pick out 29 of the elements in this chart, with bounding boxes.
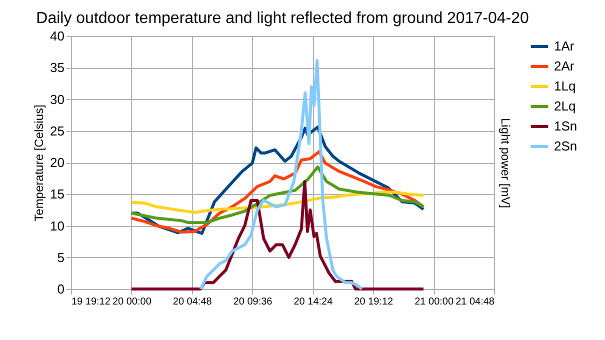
x-tick-label: 20 14:24: [294, 296, 334, 308]
y-tick-label: 10: [50, 218, 64, 234]
line-series: [130, 165, 425, 224]
line-series: [130, 180, 425, 290]
x-tick-label: 20 00:00: [112, 296, 152, 308]
x-tick-label: 21 04:48: [456, 296, 495, 308]
y-tick-label: 20: [50, 155, 64, 170]
x-tick-label: 21 00:00: [414, 296, 454, 308]
legend-label: 2Sn: [554, 138, 578, 154]
y-tick-label: 30: [50, 92, 64, 107]
y-tick-label: 40: [50, 28, 64, 44]
chart-title: Daily outdoor temperature and light reflected from ground 2017-04-20: [36, 10, 529, 27]
x-tick-label: 19 19:12: [72, 296, 111, 308]
y-tick-label: 0: [57, 282, 64, 296]
x-tick-label: 20 19:12: [354, 296, 394, 308]
legend-label: 1Ar: [554, 38, 575, 54]
y-tick-label: 35: [50, 60, 64, 76]
y-tick-label: 15: [50, 186, 64, 202]
legend-label: 1Sn: [554, 118, 578, 134]
legend-label: 1Lq: [554, 78, 576, 94]
legend-label: 2Ar: [554, 58, 575, 74]
y-tick-label: 5: [57, 250, 64, 265]
legend-label: 2Lq: [554, 98, 576, 114]
line-series: [199, 59, 364, 290]
y-axis-title: Temperature [Celsius]: [32, 104, 46, 222]
y-tick-label: 25: [50, 123, 64, 138]
y2-axis-title: Light power [mV]: [498, 118, 512, 208]
x-tick-label: 20 04:48: [172, 296, 212, 308]
x-tick-label: 20 09:36: [233, 296, 273, 308]
